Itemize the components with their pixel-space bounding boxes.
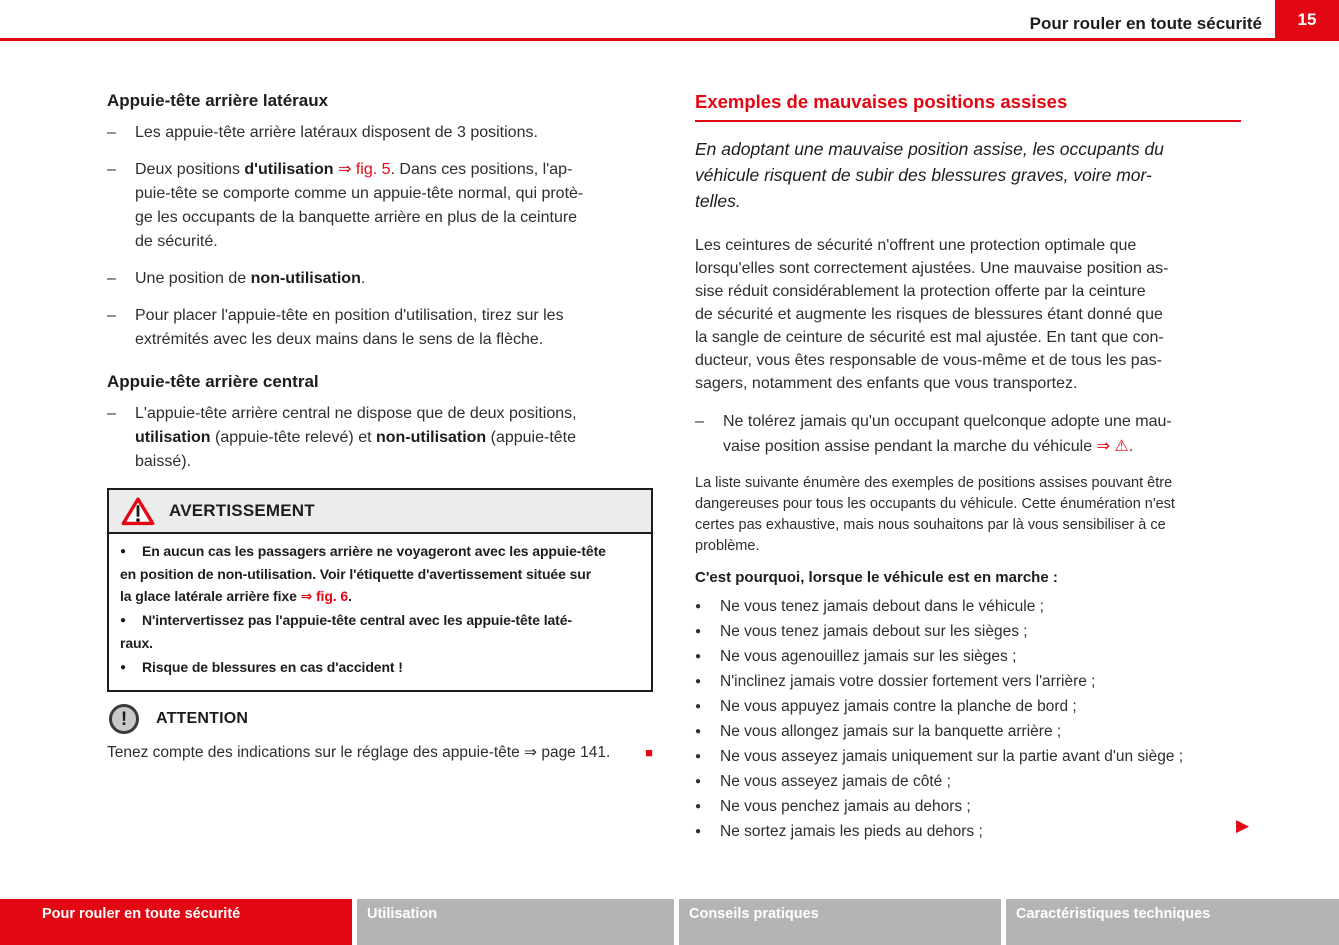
right-column: Exemples de mauvaises positions assises … (695, 41, 1241, 844)
list-item-text: Une position de non-utilisation. (135, 270, 366, 287)
list-item-text: Pour placer l'appuie-tête en position d'… (135, 307, 564, 348)
warning-box-body: ● En aucun cas les passagers arrière ne v… (109, 534, 651, 690)
bullet-item-text: Ne vous tenez jamais debout sur les sièg… (720, 623, 1028, 640)
list-item: – Pour placer l'appuie-tête en position … (107, 304, 653, 352)
bullet-marker: ● (120, 546, 126, 557)
bullet-marker: ● (695, 751, 702, 762)
bullet-item-text: Ne vous agenouillez jamais sur les siège… (720, 648, 1017, 665)
caution-header: ! ATTENTION (107, 704, 653, 734)
small-paragraph: La liste suivante énumère des exemples d… (695, 475, 1175, 554)
warning-item: ● N'intervertissez pas l'appuie-tête cent… (120, 609, 640, 654)
footer-tab-conseils-pratiques[interactable]: Conseils pratiques (679, 899, 1001, 945)
list-item-text: L'appuie-tête arrière central ne dispose… (135, 405, 577, 470)
bullet-item: ● Ne vous agenouillez jamais sur les sièg… (695, 644, 1241, 669)
footer-tab-label: Caractéristiques techniques (1016, 906, 1211, 922)
bullet-list-rules: ● Ne vous tenez jamais debout dans le véh… (695, 594, 1241, 844)
footer-nav: Pour rouler en toute sécurité Utilisatio… (0, 899, 1339, 945)
bullet-item-text: Ne vous allongez jamais sur la banquette… (720, 723, 1062, 740)
footer-tab-label: Utilisation (367, 906, 438, 922)
warning-item-text: Risque de blessures en cas d'accident ! (141, 659, 403, 675)
left-column: Appuie-tête arrière latéraux – Les appui… (107, 41, 653, 762)
header-rule (0, 38, 1339, 41)
dash-list-tolerate: – Ne tolérez jamais qu'un occupant quelc… (695, 409, 1241, 459)
dash-marker: – (107, 405, 116, 422)
dash-marker: – (695, 413, 704, 430)
bullet-marker: ● (695, 626, 702, 637)
body-paragraph: Les ceintures de sécurité n'offrent une … (695, 237, 1169, 392)
lead-paragraph: En adoptant une mauvaise position assise… (695, 139, 1164, 211)
bullet-marker: ● (695, 701, 702, 712)
list-item-text: Deux positions d'utilisation ⇒ fig. 5. D… (135, 161, 584, 250)
list-item: – Ne tolérez jamais qu'un occupant quelc… (695, 409, 1241, 459)
warning-item: ● Risque de blessures en cas d'accident ! (120, 656, 640, 679)
header-chapter-title: Pour rouler en toute sécurité (1029, 14, 1262, 33)
section-end-icon: ■ (645, 745, 653, 760)
bullet-marker: ● (120, 615, 126, 626)
list-item: – Deux positions d'utilisation ⇒ fig. 5.… (107, 158, 653, 254)
list-item-text: Ne tolérez jamais qu'un occupant quelcon… (723, 413, 1172, 455)
dash-marker: – (107, 307, 116, 324)
caution-title: ATTENTION (156, 710, 249, 727)
bullet-marker: ● (695, 826, 702, 837)
bullet-marker: ● (695, 776, 702, 787)
bullet-item: ● Ne vous penchez jamais au dehors ; (695, 794, 1241, 819)
bullet-item-text: Ne vous appuyez jamais contre la planche… (720, 698, 1077, 715)
bullet-item-text: Ne vous asseyez jamais de côté ; (720, 773, 951, 790)
list-item: – Une position de non-utilisation. (107, 267, 653, 291)
bullet-item: ● Ne vous allongez jamais sur la banquett… (695, 719, 1241, 744)
bullet-item-text: Ne vous penchez jamais au dehors ; (720, 798, 971, 815)
exclamation-glyph: ! (120, 708, 128, 730)
bullet-marker: ● (695, 801, 702, 812)
list-item: – L'appuie-tête arrière central ne dispo… (107, 402, 653, 474)
dash-list-central: – L'appuie-tête arrière central ne dispo… (107, 402, 653, 474)
dash-list-lateral: – Les appuie-tête arrière latéraux dispo… (107, 121, 653, 352)
caution-text-row: Tenez compte des indications sur le régl… (107, 743, 653, 762)
list-intro: C'est pourquoi, lorsque le véhicule est … (695, 569, 1058, 586)
warning-item-text: En aucun cas les passagers arrière ne vo… (120, 543, 606, 604)
section-heading-central: Appuie-tête arrière central (107, 372, 319, 391)
list-item-text: Les appuie-tête arrière latéraux dispose… (135, 124, 538, 141)
caution-note: ! ATTENTION Tenez compte des indications… (107, 704, 653, 762)
bullet-item-text: Ne sortez jamais les pieds au dehors ; (720, 823, 983, 840)
warning-triangle-icon (121, 497, 155, 526)
warning-item: ● En aucun cas les passagers arrière ne v… (120, 540, 640, 607)
bullet-item: ● Ne vous appuyez jamais contre la planch… (695, 694, 1241, 719)
warning-box-header: AVERTISSEMENT (109, 490, 651, 534)
continuation-arrow-icon: ▶ (1236, 816, 1250, 835)
footer-tab-caracteristiques-techniques[interactable]: Caractéristiques techniques (1006, 899, 1339, 945)
dash-marker: – (107, 270, 116, 287)
page-header: Pour rouler en toute sécurité 15 (0, 0, 1339, 40)
bullet-item: ● Ne vous asseyez jamais de côté ; (695, 769, 1241, 794)
bullet-marker: ● (695, 726, 702, 737)
section-heading-lateral: Appuie-tête arrière latéraux (107, 91, 329, 110)
caution-text: Tenez compte des indications sur le régl… (107, 744, 611, 761)
warning-item-text: N'intervertissez pas l'appuie-tête centr… (120, 612, 572, 651)
footer-tab-utilisation[interactable]: Utilisation (357, 899, 674, 945)
bullet-marker: ● (695, 601, 702, 612)
warning-box-title: AVERTISSEMENT (169, 501, 315, 520)
warning-box: AVERTISSEMENT ● En aucun cas les passager… (107, 488, 653, 692)
dash-marker: – (107, 124, 116, 141)
bullet-item-text: Ne vous asseyez jamais uniquement sur la… (720, 748, 1184, 765)
bullet-item-text: N'inclinez jamais votre dossier fortemen… (720, 673, 1096, 690)
list-item: – Les appuie-tête arrière latéraux dispo… (107, 121, 653, 145)
footer-tab-label: Conseils pratiques (689, 906, 819, 922)
bullet-marker: ● (695, 651, 702, 662)
bullet-item: ● Ne vous tenez jamais debout sur les siè… (695, 619, 1241, 644)
section-heading-positions: Exemples de mauvaises positions assises (695, 91, 1241, 122)
footer-tab-pour-rouler-en-toute-securite[interactable]: Pour rouler en toute sécurité (0, 899, 352, 945)
bullet-marker: ● (695, 676, 702, 687)
dash-marker: – (107, 161, 116, 178)
bullet-item: ● Ne vous asseyez jamais uniquement sur l… (695, 744, 1241, 769)
bullet-item: ● N'inclinez jamais votre dossier forteme… (695, 669, 1241, 694)
bullet-item: ● Ne sortez jamais les pieds au dehors ; (695, 819, 1241, 844)
footer-tab-label: Pour rouler en toute sécurité (42, 906, 241, 922)
attention-circle-icon: ! (109, 704, 139, 734)
bullet-item-text: Ne vous tenez jamais debout dans le véhi… (720, 598, 1044, 615)
bullet-item: ● Ne vous tenez jamais debout dans le véh… (695, 594, 1241, 619)
page-number-badge: 15 (1275, 0, 1339, 40)
bullet-marker: ● (120, 662, 126, 673)
